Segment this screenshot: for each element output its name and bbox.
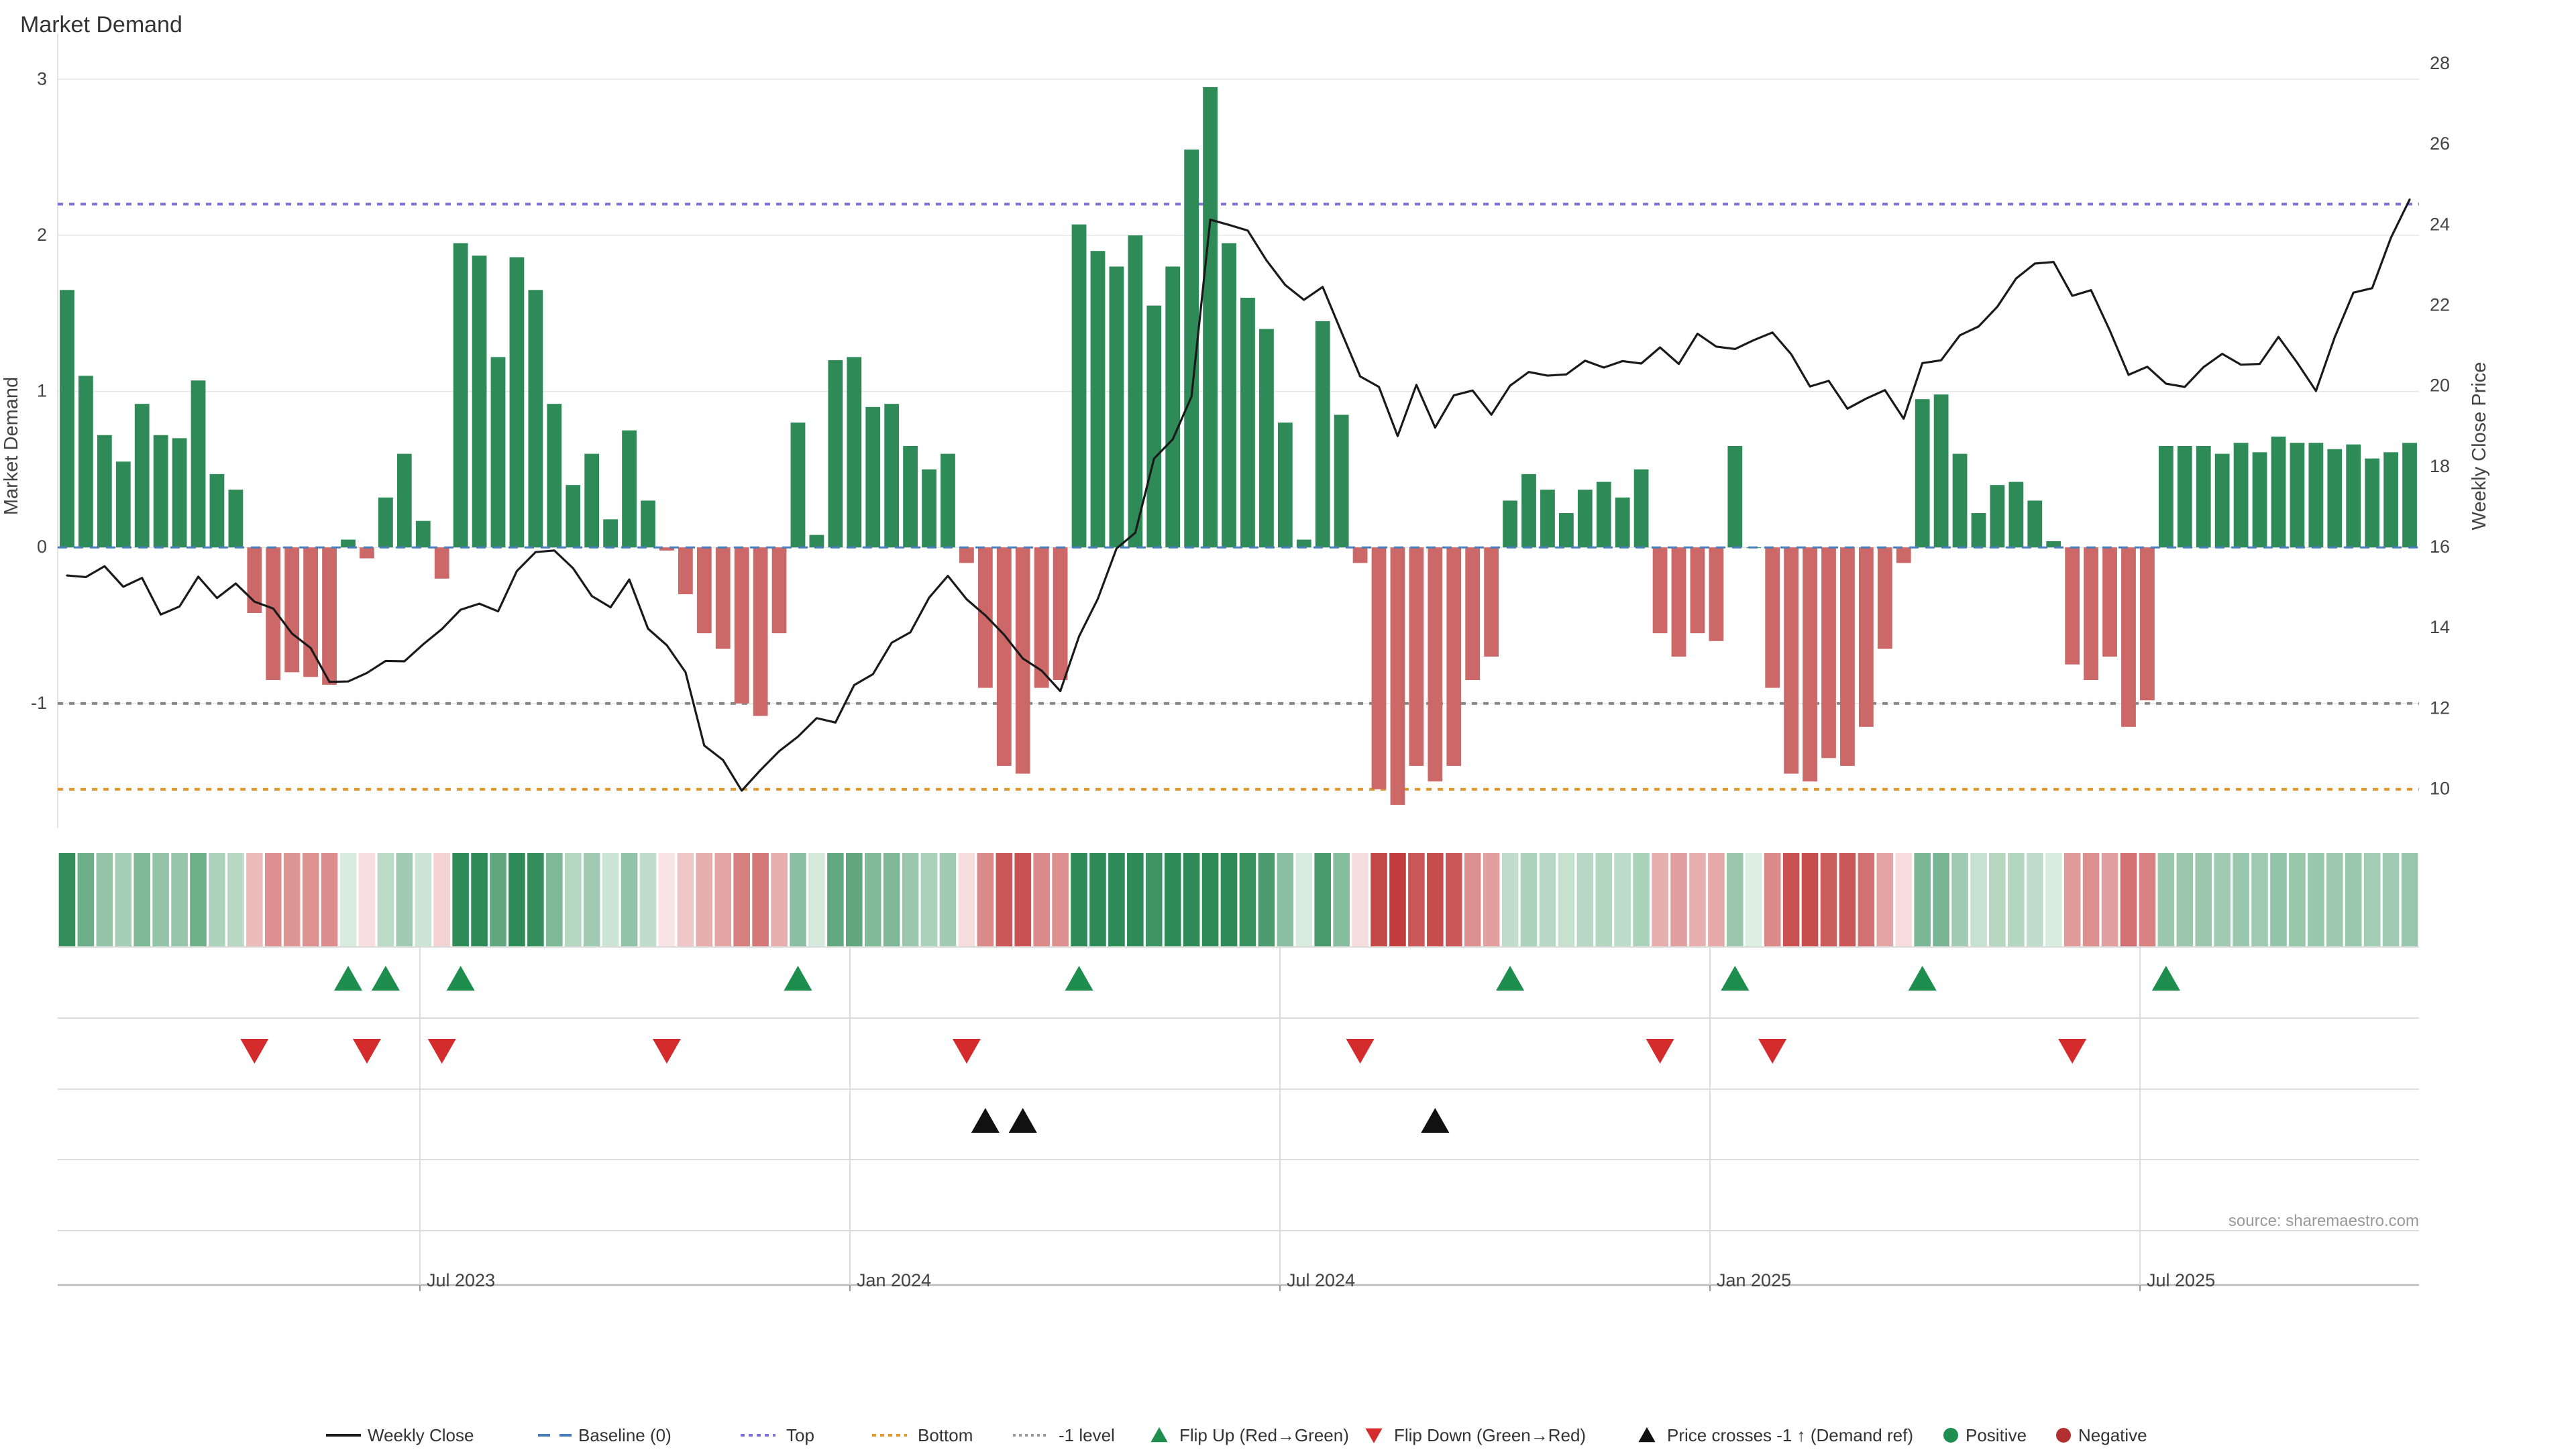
svg-text:16: 16 — [2430, 537, 2450, 557]
svg-text:Price crosses -1 ↑ (Demand ref: Price crosses -1 ↑ (Demand ref) — [1667, 1425, 1913, 1445]
svg-text:18: 18 — [2430, 456, 2450, 476]
svg-text:source: sharemaestro.com: source: sharemaestro.com — [2229, 1212, 2419, 1230]
svg-text:Baseline (0): Baseline (0) — [578, 1425, 672, 1445]
svg-text:Market Demand: Market Demand — [1, 377, 22, 515]
svg-text:24: 24 — [2430, 214, 2450, 234]
svg-text:Flip Down (Green→Red): Flip Down (Green→Red) — [1394, 1425, 1586, 1445]
svg-text:Jul 2023: Jul 2023 — [427, 1270, 495, 1290]
svg-text:Weekly Close: Weekly Close — [368, 1425, 474, 1445]
svg-text:Top: Top — [786, 1425, 814, 1445]
svg-text:Jan 2024: Jan 2024 — [857, 1270, 931, 1290]
svg-text:0: 0 — [37, 537, 47, 557]
svg-text:12: 12 — [2430, 697, 2450, 718]
svg-text:-1 level: -1 level — [1059, 1425, 1115, 1445]
svg-text:Market Demand: Market Demand — [20, 12, 182, 38]
svg-text:3: 3 — [37, 68, 47, 89]
svg-text:Jan 2025: Jan 2025 — [1717, 1270, 1791, 1290]
svg-text:10: 10 — [2430, 779, 2450, 799]
svg-text:Positive: Positive — [1966, 1425, 2027, 1445]
svg-text:Flip Up (Red→Green): Flip Up (Red→Green) — [1179, 1425, 1349, 1445]
svg-text:Weekly Close Price: Weekly Close Price — [2469, 362, 2490, 530]
svg-text:14: 14 — [2430, 617, 2450, 637]
svg-text:26: 26 — [2430, 133, 2450, 154]
svg-text:Jul 2024: Jul 2024 — [1287, 1270, 1355, 1290]
svg-text:1: 1 — [37, 381, 47, 401]
svg-text:2: 2 — [37, 225, 47, 245]
svg-text:22: 22 — [2430, 295, 2450, 315]
svg-text:Jul 2025: Jul 2025 — [2147, 1270, 2215, 1290]
svg-text:20: 20 — [2430, 376, 2450, 396]
svg-text:Bottom: Bottom — [918, 1425, 973, 1445]
svg-text:-1: -1 — [31, 693, 47, 713]
svg-text:28: 28 — [2430, 53, 2450, 73]
svg-text:Negative: Negative — [2078, 1425, 2147, 1445]
